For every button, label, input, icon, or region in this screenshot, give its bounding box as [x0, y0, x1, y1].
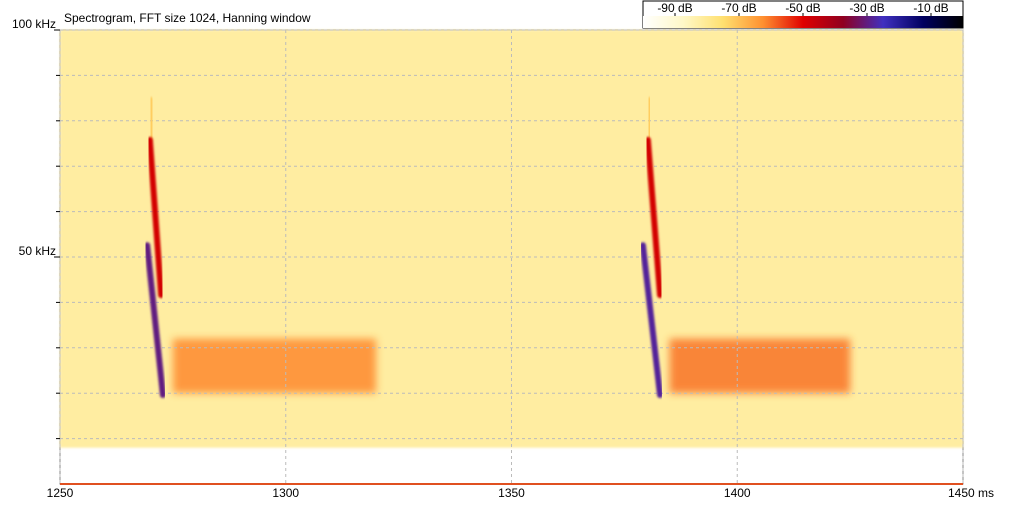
x-tick-label: 1450 ms [948, 486, 994, 500]
colorbar-tick-label: -50 dB [785, 1, 820, 15]
noise-region [669, 338, 851, 394]
noise-region [172, 338, 377, 394]
call-sweep [644, 136, 664, 299]
y-tick-label: 100 kHz [12, 17, 56, 31]
colorbar [643, 16, 963, 28]
plot-layer [59, 29, 964, 484]
colorbar-tick-label: -70 dB [721, 1, 756, 15]
call-sweep [639, 242, 664, 399]
chart-title: Spectrogram, FFT size 1024, Hanning wind… [64, 11, 311, 25]
call-sweep [146, 136, 165, 299]
colorbar-tick-label: -10 dB [913, 1, 948, 15]
call-sweep [144, 242, 166, 399]
x-tick-label: 1350 [498, 486, 525, 500]
y-tick-label: 50 kHz [19, 244, 56, 258]
x-tick-label: 1250 [47, 486, 74, 500]
x-tick-label: 1300 [272, 486, 299, 500]
call-sweep [147, 96, 156, 143]
x-tick-label: 1400 [724, 486, 751, 500]
call-sweep [645, 96, 653, 143]
colorbar-tick-label: -90 dB [657, 1, 692, 15]
colorbar-tick-label: -30 dB [849, 1, 884, 15]
